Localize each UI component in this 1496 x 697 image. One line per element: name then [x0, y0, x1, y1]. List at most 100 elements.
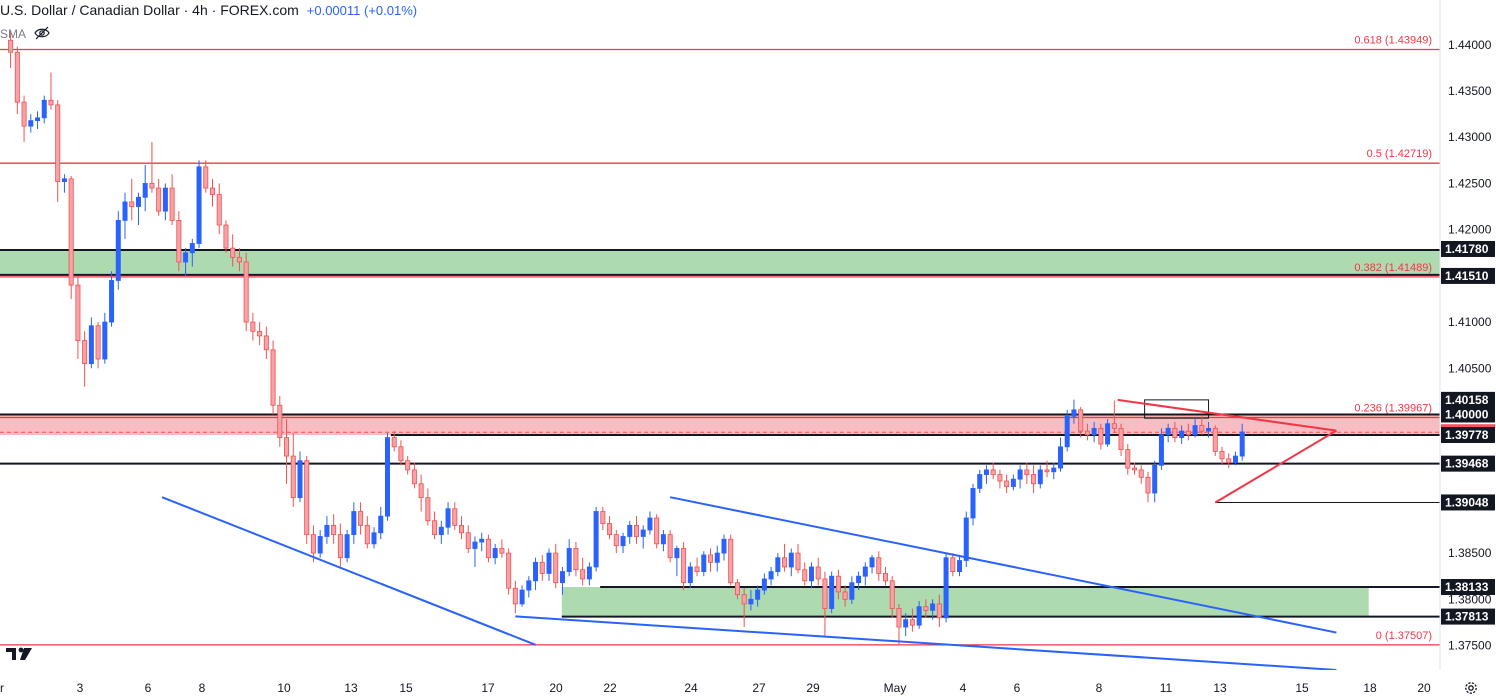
candle: [223, 220, 229, 253]
candle-body: [849, 582, 855, 600]
y-tick-label: 1.41000: [1448, 315, 1492, 329]
candle: [607, 516, 613, 540]
x-tick-label: 27: [752, 681, 766, 695]
candle: [14, 46, 20, 115]
symbol-title[interactable]: U.S. Dollar / Canadian Dollar · 4h · FOR…: [0, 2, 299, 18]
candle: [1078, 407, 1084, 438]
candle-body: [384, 437, 390, 517]
candle: [748, 590, 754, 611]
trendline: [161, 496, 536, 646]
candle: [647, 511, 653, 535]
candle: [909, 608, 915, 632]
candle-body: [708, 554, 714, 563]
candle: [1185, 423, 1191, 441]
candle: [1179, 425, 1185, 445]
candle: [1044, 460, 1050, 478]
candle: [425, 488, 431, 526]
candle-body: [559, 571, 565, 584]
candle-body: [1118, 427, 1124, 450]
candle-body: [856, 575, 862, 584]
eye-hidden-icon[interactable]: [34, 26, 50, 40]
fib-label: 0.382 (1.41489): [1354, 262, 1432, 274]
candle-body: [593, 511, 599, 568]
candle: [580, 557, 586, 586]
candle-body: [1004, 480, 1010, 487]
price-label-box: [1441, 579, 1495, 596]
candle-body: [640, 529, 646, 537]
candle-body: [452, 508, 458, 526]
candle-body: [216, 194, 222, 226]
candle-body: [1212, 427, 1218, 452]
x-tick-label: May: [884, 681, 907, 695]
candle-body: [142, 183, 148, 198]
candle-body: [620, 536, 626, 547]
candle-body: [1226, 458, 1232, 463]
candle: [1192, 419, 1198, 438]
trendline: [1117, 398, 1337, 432]
candle-body: [600, 511, 606, 524]
price-change: +0.00011 (+0.01%): [306, 3, 418, 18]
price-label-box: [1441, 240, 1495, 257]
candle: [633, 516, 639, 544]
time-axis-background: [0, 670, 1440, 697]
candle-body: [129, 201, 135, 207]
candle: [28, 114, 34, 133]
x-tick-label: 6: [145, 681, 152, 695]
candle: [1125, 444, 1131, 475]
candle: [519, 585, 525, 607]
candle-body: [950, 557, 956, 572]
candle-body: [681, 548, 687, 584]
candle-body: [122, 201, 128, 221]
candle: [324, 516, 330, 544]
indicator-label[interactable]: SMA: [0, 27, 27, 41]
candle: [243, 252, 249, 332]
candle: [539, 554, 545, 581]
candle-body: [405, 460, 411, 471]
candle: [337, 523, 343, 567]
candle-body: [55, 104, 61, 182]
y-tick-label: 1.42500: [1448, 176, 1492, 190]
candle-body: [714, 552, 720, 563]
candle: [230, 234, 236, 267]
candle-body: [391, 437, 397, 448]
candle-body: [923, 606, 929, 611]
candle-body: [896, 608, 902, 628]
price-label-text: 1.38133: [1445, 580, 1489, 594]
candle: [411, 462, 417, 489]
candle-body: [802, 569, 808, 582]
candle: [1105, 419, 1111, 447]
candle: [506, 548, 512, 595]
x-tick-label: 22: [603, 681, 617, 695]
settings-gear-icon[interactable]: [1463, 680, 1479, 696]
candle: [856, 571, 862, 591]
candle-body: [135, 196, 141, 207]
candle-body: [270, 349, 276, 406]
candle-body: [1206, 427, 1212, 432]
x-axis-ticks: Apr 3 6 8 10 13 15 17 20 22 24 27 29 May 4 6 8 11 13 15 18 20: [0, 681, 1431, 695]
candle: [694, 557, 700, 577]
candle: [553, 543, 559, 589]
candle-body: [795, 552, 801, 571]
candle: [250, 312, 256, 341]
candle: [573, 542, 579, 577]
candle: [1037, 465, 1043, 489]
candle-body: [479, 538, 485, 543]
y-tick-label: 1.44000: [1448, 38, 1492, 52]
x-tick-label: 11: [1160, 681, 1173, 695]
candle-body: [1239, 431, 1245, 457]
candle-body: [607, 523, 613, 536]
candle-body: [304, 460, 310, 536]
candle-body: [425, 497, 431, 522]
candle: [916, 601, 922, 629]
price-label-text: 1.40158: [1445, 393, 1489, 407]
candle-body: [499, 548, 505, 554]
candle-body: [189, 243, 195, 254]
candle-body: [573, 548, 579, 571]
y-tick-label: 1.43000: [1448, 130, 1492, 144]
candle-body: [472, 541, 478, 549]
candle: [667, 529, 673, 563]
candle-body: [613, 534, 619, 547]
candle-body: [633, 524, 639, 537]
candle: [485, 534, 491, 563]
